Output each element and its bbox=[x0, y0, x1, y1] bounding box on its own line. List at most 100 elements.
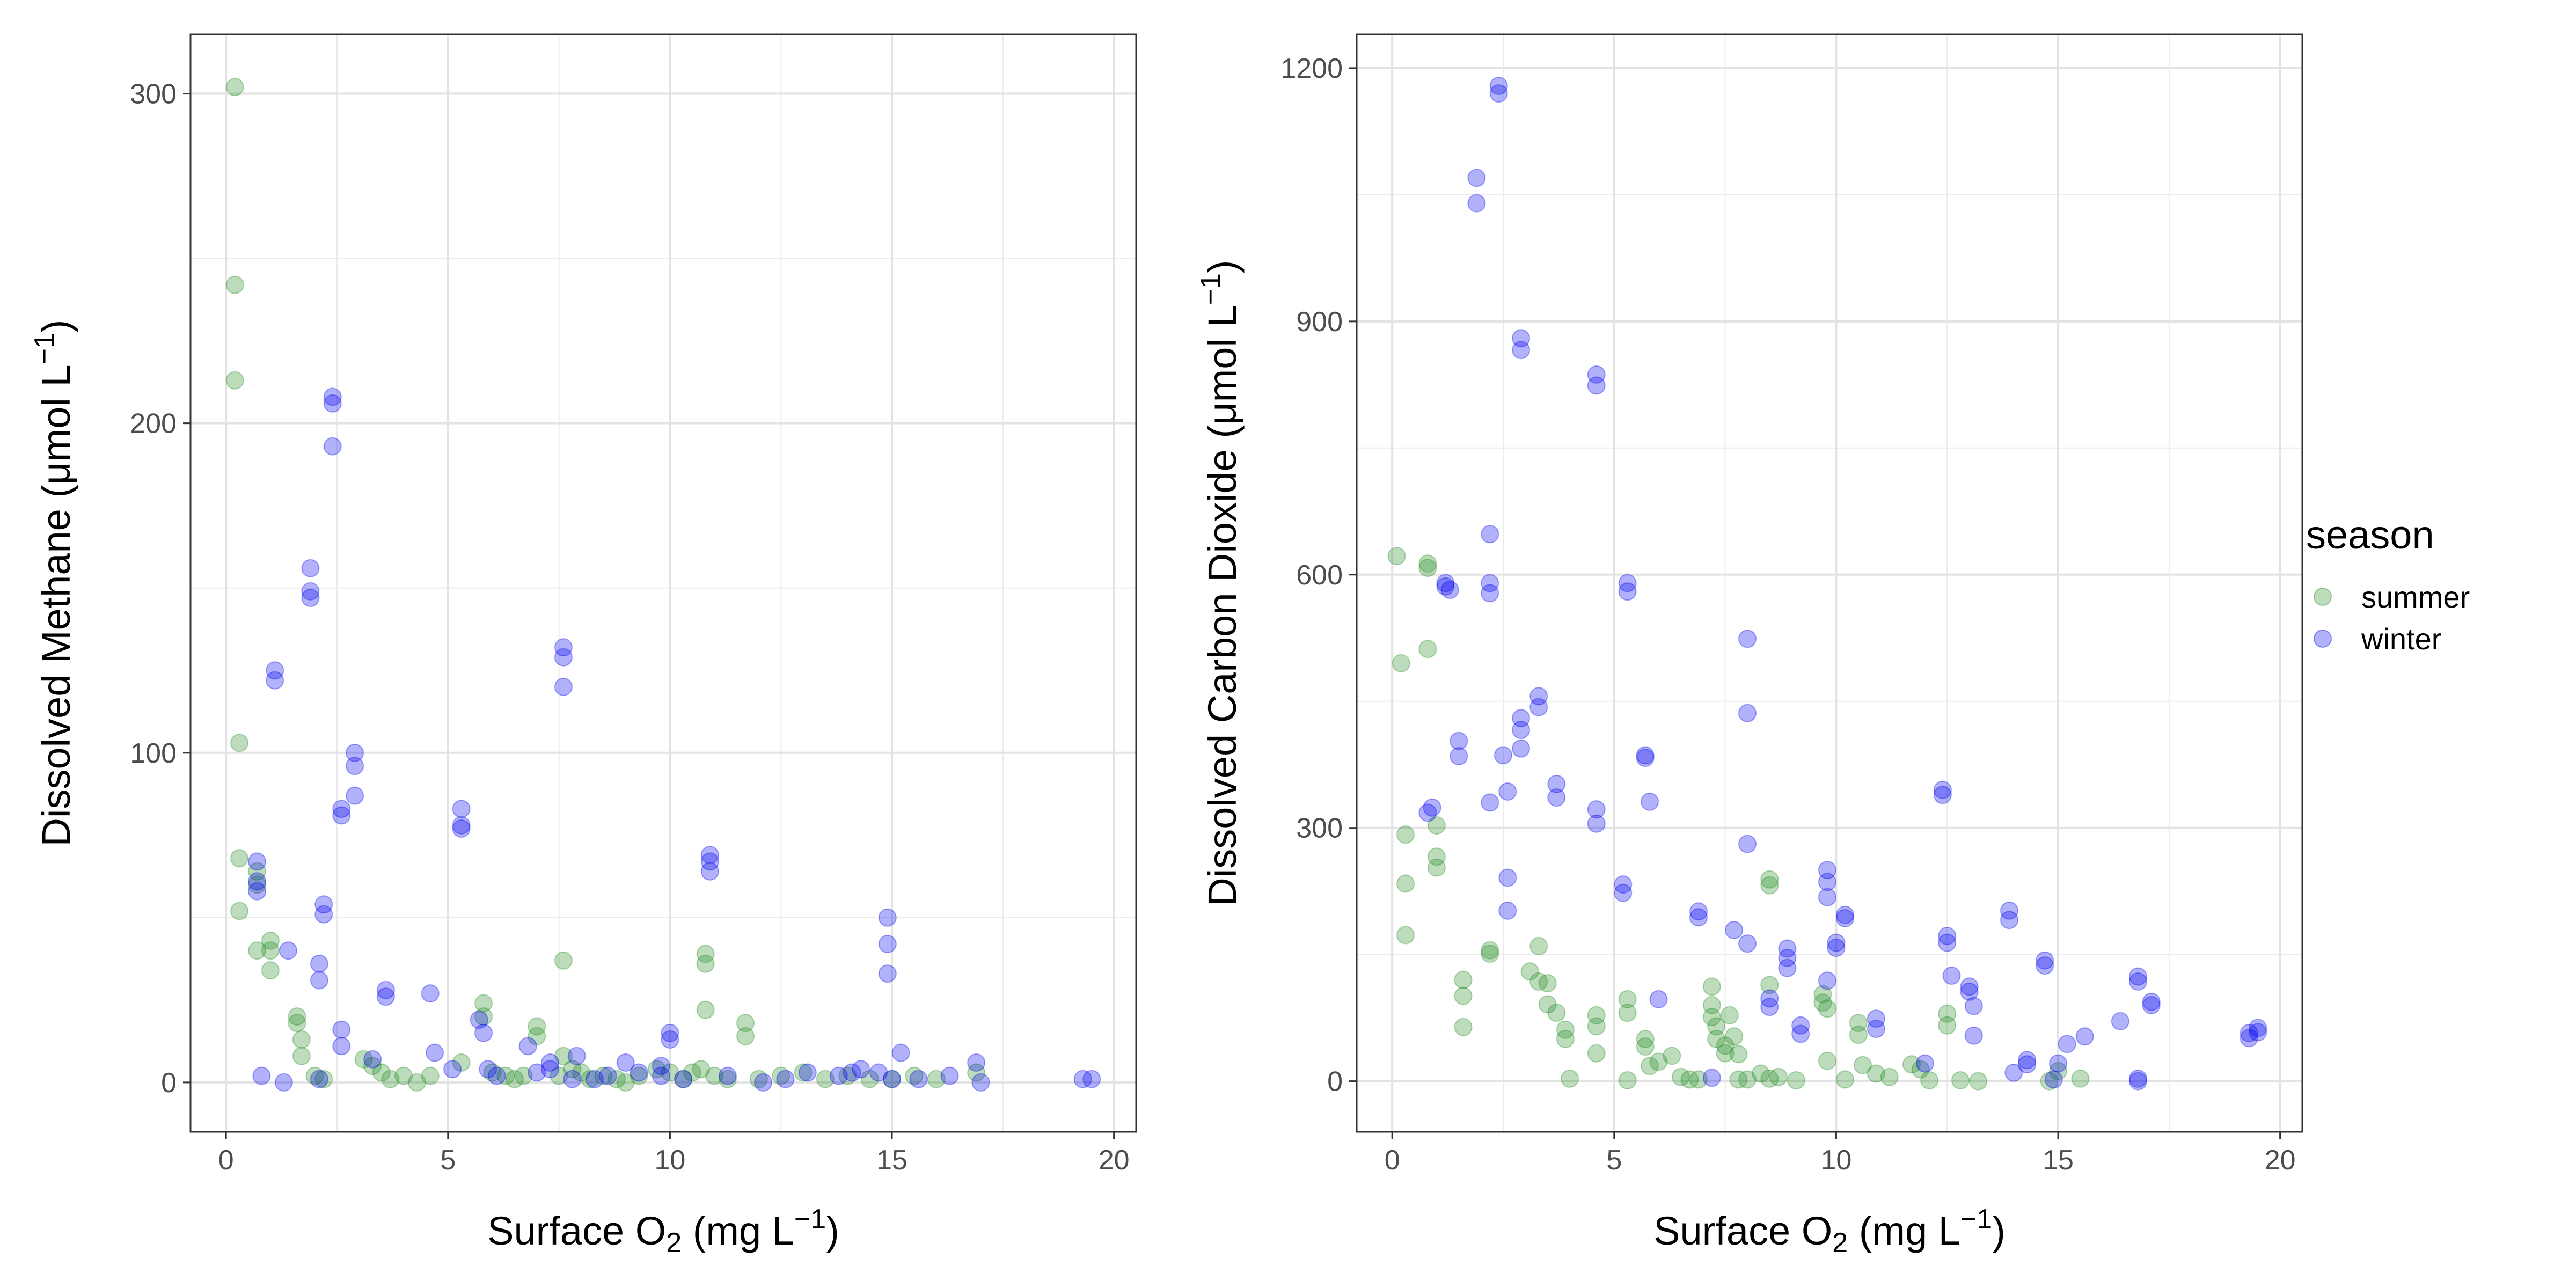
data-point-winter bbox=[1450, 731, 1468, 750]
data-point-summer bbox=[1520, 962, 1539, 981]
data-point-winter bbox=[452, 816, 471, 835]
data-point-winter bbox=[1489, 84, 1508, 103]
data-point-winter bbox=[1587, 365, 1606, 384]
data-point-winter bbox=[332, 800, 351, 818]
data-point-winter bbox=[332, 806, 351, 825]
data-point-summer bbox=[1547, 1004, 1566, 1022]
data-point-summer bbox=[261, 961, 280, 980]
data-point-winter bbox=[1702, 1069, 1721, 1087]
data-point-winter bbox=[2249, 1023, 2267, 1042]
data-point-winter bbox=[2128, 967, 2147, 986]
legend-swatch-summer bbox=[2314, 588, 2332, 606]
data-point-winter bbox=[776, 1070, 795, 1088]
data-point-winter bbox=[314, 905, 333, 924]
x-tick-label: 0 bbox=[218, 1145, 234, 1176]
data-point-winter bbox=[1436, 574, 1455, 592]
data-point-winter bbox=[718, 1066, 737, 1085]
data-point-summer bbox=[1760, 876, 1779, 895]
data-point-winter bbox=[1618, 574, 1637, 592]
data-point-winter bbox=[310, 954, 328, 973]
data-point-summer bbox=[554, 1046, 573, 1065]
data-point-summer bbox=[1680, 1070, 1699, 1089]
data-point-winter bbox=[1689, 902, 1708, 921]
legend-item-winter: winter bbox=[2314, 622, 2441, 656]
data-point-winter bbox=[2128, 972, 2147, 991]
data-point-summer bbox=[1427, 847, 1446, 866]
legend-title: season bbox=[2306, 513, 2434, 557]
data-point-winter bbox=[323, 394, 342, 413]
data-point-summer bbox=[550, 1066, 568, 1085]
data-point-winter bbox=[301, 589, 320, 608]
data-point-winter bbox=[1450, 747, 1468, 765]
data-point-winter bbox=[1791, 1024, 1810, 1043]
data-point-winter bbox=[1636, 749, 1655, 767]
data-point-winter bbox=[310, 1070, 328, 1088]
data-point-summer bbox=[452, 1053, 471, 1072]
data-point-summer bbox=[883, 1070, 901, 1088]
data-point-winter bbox=[1614, 875, 1633, 894]
legend: season summer winter bbox=[2306, 513, 2470, 656]
data-point-summer bbox=[354, 1050, 373, 1069]
data-point-winter bbox=[1481, 574, 1499, 592]
data-point-summer bbox=[248, 862, 267, 881]
data-point-winter bbox=[1481, 584, 1499, 603]
data-point-summer bbox=[1787, 1071, 1805, 1089]
data-point-summer bbox=[1538, 995, 1557, 1014]
data-point-winter bbox=[891, 1043, 910, 1062]
data-point-winter bbox=[798, 1063, 817, 1082]
data-point-summer bbox=[683, 1063, 701, 1082]
data-point-summer bbox=[1587, 1017, 1606, 1036]
data-point-winter bbox=[470, 1011, 488, 1029]
data-point-winter bbox=[2018, 1055, 2037, 1074]
data-point-winter bbox=[661, 1030, 679, 1049]
data-point-summer bbox=[1849, 1014, 1868, 1033]
data-point-winter bbox=[878, 908, 897, 927]
data-point-winter bbox=[1547, 788, 1566, 807]
series-summer bbox=[225, 78, 986, 1092]
data-point-winter bbox=[1725, 921, 1744, 939]
data-point-winter bbox=[1512, 721, 1531, 740]
data-point-summer bbox=[696, 954, 715, 973]
data-point-winter bbox=[377, 980, 395, 999]
data-point-winter bbox=[1641, 792, 1659, 811]
data-point-winter bbox=[1587, 800, 1606, 819]
data-point-winter bbox=[2000, 901, 2018, 920]
data-point-summer bbox=[292, 1046, 311, 1065]
data-point-winter bbox=[346, 743, 364, 762]
data-point-summer bbox=[230, 849, 248, 868]
data-point-winter bbox=[1436, 577, 1455, 596]
data-point-summer bbox=[1529, 936, 1548, 955]
data-point-summer bbox=[528, 1027, 546, 1045]
data-point-summer bbox=[1738, 1070, 1757, 1089]
data-point-winter bbox=[1760, 989, 1779, 1008]
data-point-winter bbox=[2036, 956, 2054, 975]
data-point-winter bbox=[346, 786, 364, 805]
data-point-summer bbox=[1454, 986, 1473, 1005]
data-point-summer bbox=[696, 1000, 715, 1019]
data-point-summer bbox=[816, 1070, 835, 1088]
data-point-summer bbox=[1902, 1055, 1921, 1074]
data-point-winter bbox=[1498, 868, 1517, 887]
x-tick-label: 20 bbox=[2265, 1145, 2296, 1176]
panel-border bbox=[1356, 33, 2303, 1133]
data-point-winter bbox=[1649, 990, 1668, 1008]
data-point-summer bbox=[647, 1060, 666, 1079]
data-point-summer bbox=[572, 1063, 590, 1082]
data-point-summer bbox=[794, 1063, 813, 1082]
data-point-summer bbox=[1396, 825, 1415, 844]
data-point-summer bbox=[1427, 816, 1446, 835]
data-point-winter bbox=[652, 1057, 670, 1075]
data-point-summer bbox=[1418, 554, 1437, 573]
data-point-winter bbox=[1778, 939, 1797, 958]
data-point-summer bbox=[261, 941, 280, 960]
data-point-winter bbox=[452, 800, 471, 818]
data-point-summer bbox=[1529, 972, 1548, 991]
x-tick-label: 0 bbox=[1385, 1145, 1400, 1176]
data-point-summer bbox=[1920, 1071, 1939, 1089]
data-point-winter bbox=[869, 1063, 888, 1082]
data-point-winter bbox=[1738, 934, 1757, 953]
data-point-summer bbox=[630, 1066, 648, 1085]
data-point-winter bbox=[1498, 901, 1517, 920]
data-point-summer bbox=[248, 875, 267, 894]
